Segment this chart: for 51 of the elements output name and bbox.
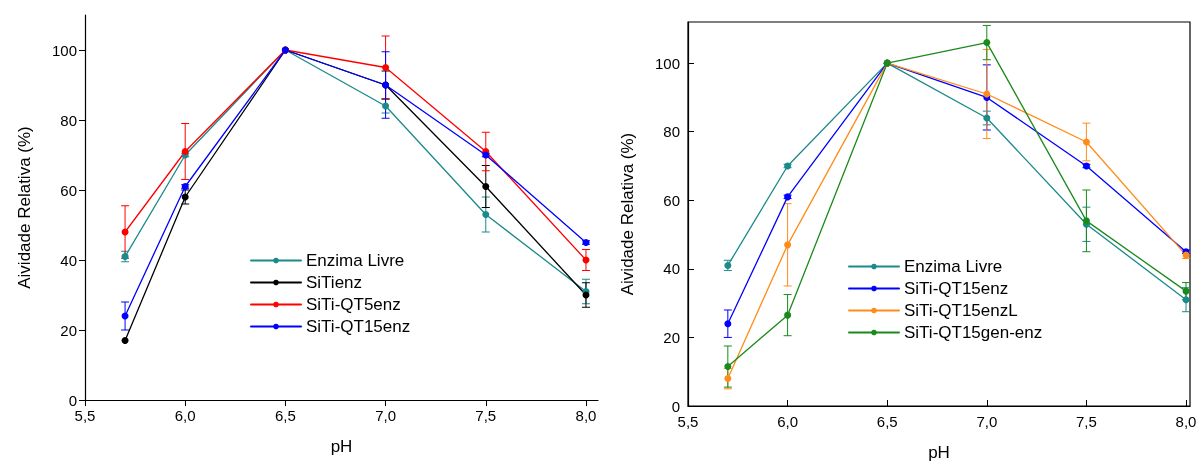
legend-label: Enzima Livre xyxy=(904,257,1003,276)
y-tick-label: 40 xyxy=(60,251,77,269)
y-tick-label: 40 xyxy=(663,260,680,278)
point xyxy=(181,193,189,201)
point xyxy=(724,363,732,371)
x-tick-label: 7,0 xyxy=(375,407,397,424)
x-tick-label: 6,0 xyxy=(174,407,196,424)
y-tick-label: 60 xyxy=(663,191,680,209)
point xyxy=(482,211,490,218)
x-tick-label: 6,5 xyxy=(274,407,296,424)
point xyxy=(1082,138,1090,146)
y-axis-title: Aividade Relativa (%) xyxy=(15,126,34,289)
y-tick-label: 80 xyxy=(663,123,680,141)
point xyxy=(724,375,732,383)
legend-label: SiTi-QT5enz xyxy=(306,295,401,314)
point xyxy=(784,241,792,249)
x-axis-title: pH xyxy=(928,443,950,462)
point xyxy=(121,337,129,344)
point xyxy=(983,39,991,47)
legend-label: SiTi-QT15enzL xyxy=(904,301,1018,320)
y-tick-label: 20 xyxy=(663,328,680,346)
point xyxy=(482,183,490,190)
legend-label: SiTi-QT15enz xyxy=(306,317,411,336)
y-tick-label: 100 xyxy=(654,54,680,72)
x-tick-label: 5,5 xyxy=(74,407,96,424)
y-axis-title: Aividade Relativa (%) xyxy=(618,132,637,296)
point xyxy=(784,311,792,319)
point xyxy=(181,148,189,155)
x-tick-label: 7,5 xyxy=(475,407,497,424)
x-tick-label: 7,5 xyxy=(1075,413,1097,430)
x-tick-label: 5,5 xyxy=(677,413,699,430)
legend-label: Enzima Livre xyxy=(306,251,405,270)
y-tick-label: 80 xyxy=(60,111,77,129)
x-axis-title: pH xyxy=(330,437,353,456)
y-tick-label: 0 xyxy=(68,391,77,409)
point xyxy=(382,64,390,71)
y-tick-label: 60 xyxy=(60,181,77,199)
point xyxy=(724,320,732,328)
legend-label: SiTi-QT15gen-enz xyxy=(904,323,1043,342)
y-tick-label: 20 xyxy=(60,321,77,339)
point xyxy=(382,102,390,110)
x-tick-label: 8,0 xyxy=(575,407,597,424)
x-tick-label: 7,0 xyxy=(976,413,998,430)
x-tick-label: 6,0 xyxy=(777,413,799,430)
x-tick-label: 6,5 xyxy=(876,413,898,430)
point xyxy=(983,114,991,122)
y-tick-label: 0 xyxy=(671,397,680,415)
x-tick-label: 8,0 xyxy=(1175,413,1197,430)
legend-label: SiTienz xyxy=(306,273,363,292)
legend-label: SiTi-QT15enz xyxy=(904,279,1009,298)
y-tick-label: 100 xyxy=(51,41,77,59)
